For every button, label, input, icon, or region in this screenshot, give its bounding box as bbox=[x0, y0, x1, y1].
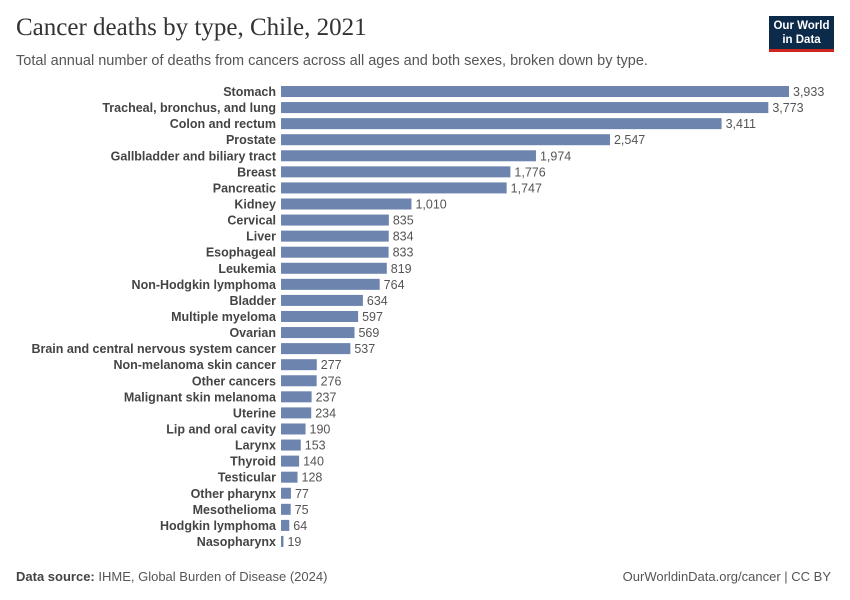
value-label: 19 bbox=[287, 535, 301, 549]
logo-line-2: in Data bbox=[782, 34, 821, 46]
category-label: Leukemia bbox=[218, 262, 277, 276]
value-label: 75 bbox=[295, 503, 309, 517]
bar[interactable] bbox=[281, 262, 387, 274]
value-label: 77 bbox=[295, 487, 309, 501]
category-label: Testicular bbox=[218, 471, 276, 485]
bar[interactable] bbox=[281, 503, 291, 515]
value-label: 1,974 bbox=[540, 149, 571, 163]
bar[interactable] bbox=[281, 471, 298, 483]
bar[interactable] bbox=[281, 214, 389, 226]
value-label: 3,773 bbox=[772, 101, 803, 115]
value-label: 1,747 bbox=[511, 181, 542, 195]
bar[interactable] bbox=[281, 86, 789, 97]
data-source: Data source: IHME, Global Burden of Dise… bbox=[16, 569, 327, 584]
value-label: 835 bbox=[393, 214, 414, 228]
bar[interactable] bbox=[281, 134, 610, 146]
bar[interactable] bbox=[281, 278, 380, 290]
category-label: Other pharynx bbox=[191, 487, 276, 501]
bar[interactable] bbox=[281, 182, 507, 194]
category-label: Cervical bbox=[227, 214, 276, 228]
bar[interactable] bbox=[281, 343, 351, 355]
value-label: 597 bbox=[362, 310, 383, 324]
value-label: 819 bbox=[391, 262, 412, 276]
value-label: 569 bbox=[358, 326, 379, 340]
bar[interactable] bbox=[281, 246, 389, 258]
bar[interactable] bbox=[281, 375, 317, 387]
category-label: Lip and oral cavity bbox=[166, 422, 276, 436]
category-label: Multiple myeloma bbox=[171, 310, 277, 324]
bar[interactable] bbox=[281, 455, 300, 467]
category-label: Mesothelioma bbox=[193, 503, 277, 517]
category-label: Breast bbox=[237, 165, 277, 179]
value-label: 153 bbox=[305, 439, 326, 453]
value-label: 833 bbox=[393, 246, 414, 260]
bar[interactable] bbox=[281, 487, 291, 499]
category-label: Hodgkin lymphoma bbox=[160, 519, 277, 533]
bar[interactable] bbox=[281, 391, 312, 403]
bar[interactable] bbox=[281, 198, 412, 210]
value-label: 1,010 bbox=[415, 197, 446, 211]
chart-subtitle: Total annual number of deaths from cance… bbox=[16, 53, 648, 69]
bar[interactable] bbox=[281, 359, 317, 371]
value-label: 2,547 bbox=[614, 133, 645, 147]
value-label: 537 bbox=[354, 342, 375, 356]
source-link[interactable]: OurWorldinData.org/cancer | CC BY bbox=[622, 569, 831, 584]
logo-line-1: Our World bbox=[773, 20, 830, 32]
value-label: 190 bbox=[310, 422, 331, 436]
category-label: Non-melanoma skin cancer bbox=[113, 358, 276, 372]
category-label: Bladder bbox=[229, 294, 276, 308]
value-label: 3,933 bbox=[793, 85, 824, 99]
category-label: Kidney bbox=[234, 197, 276, 211]
value-label: 834 bbox=[393, 230, 414, 244]
value-label: 3,411 bbox=[726, 117, 756, 131]
value-label: 128 bbox=[302, 471, 323, 485]
bar[interactable] bbox=[281, 294, 363, 306]
bar[interactable] bbox=[281, 519, 290, 531]
data-source-text[interactable]: IHME, Global Burden of Disease (2024) bbox=[98, 569, 328, 584]
value-label: 237 bbox=[316, 390, 337, 404]
category-label: Other cancers bbox=[192, 374, 276, 388]
category-label: Liver bbox=[246, 230, 276, 244]
value-label: 1,776 bbox=[514, 165, 545, 179]
value-label: 634 bbox=[367, 294, 388, 308]
category-label: Larynx bbox=[235, 439, 276, 453]
category-label: Colon and rectum bbox=[170, 117, 276, 131]
bar[interactable] bbox=[281, 230, 389, 242]
category-label: Esophageal bbox=[206, 246, 276, 260]
category-label: Malignant skin melanoma bbox=[124, 390, 277, 404]
data-source-label: Data source: bbox=[16, 569, 95, 584]
value-label: 234 bbox=[315, 406, 336, 420]
bar[interactable] bbox=[281, 535, 284, 547]
bar[interactable] bbox=[281, 327, 355, 339]
bar[interactable] bbox=[281, 439, 301, 451]
category-label: Thyroid bbox=[230, 455, 276, 469]
value-label: 140 bbox=[303, 455, 324, 469]
value-label: 277 bbox=[321, 358, 342, 372]
bar[interactable] bbox=[281, 407, 312, 419]
owid-logo[interactable]: Our World in Data bbox=[769, 16, 834, 52]
bar[interactable] bbox=[281, 166, 511, 178]
value-label: 276 bbox=[321, 374, 342, 388]
category-label: Pancreatic bbox=[213, 181, 276, 195]
bar[interactable] bbox=[281, 102, 769, 114]
bar[interactable] bbox=[281, 310, 359, 322]
value-label: 64 bbox=[293, 519, 307, 533]
bar-chart: Stomach 3,933 Tracheal, bronchus, and lung… bbox=[31, 85, 824, 549]
bar[interactable] bbox=[281, 423, 306, 435]
category-label: Uterine bbox=[233, 406, 276, 420]
chart-title: Cancer deaths by type, Chile, 2021 bbox=[16, 14, 367, 41]
category-label: Prostate bbox=[226, 133, 276, 147]
bar[interactable] bbox=[281, 150, 536, 162]
value-label: 764 bbox=[384, 278, 405, 292]
category-label: Brain and central nervous system cancer bbox=[31, 342, 276, 356]
category-label: Non-Hodgkin lymphoma bbox=[132, 278, 277, 292]
category-label: Nasopharynx bbox=[197, 535, 276, 549]
bar[interactable] bbox=[281, 118, 722, 130]
category-label: Gallbladder and biliary tract bbox=[111, 149, 277, 163]
category-label: Stomach bbox=[223, 85, 276, 99]
category-label: Ovarian bbox=[229, 326, 276, 340]
category-label: Tracheal, bronchus, and lung bbox=[102, 101, 276, 115]
